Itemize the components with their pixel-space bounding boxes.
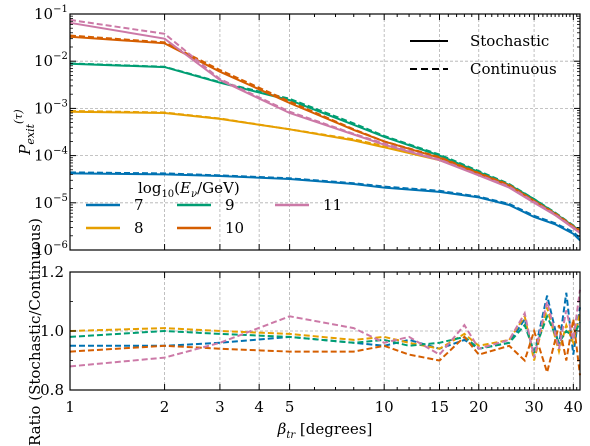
bottom-y-tick-label: 1.2	[40, 263, 64, 281]
series-7-continuous-line	[69, 171, 581, 239]
energy-legend-11: 11	[323, 196, 342, 214]
top-y-tick-label: 10−5	[34, 193, 68, 212]
bottom-y-tick-label: 1.0	[40, 322, 64, 340]
bottom-y-axis-label: Ratio (Stochastic/Continuous)	[26, 218, 44, 446]
series-9-continuous-line	[69, 62, 581, 231]
top-y-tick-label: 10−6	[34, 240, 68, 259]
top-panel: 10−610−510−410−310−210−1 Pexit(τ) Stocha…	[12, 4, 581, 259]
top-y-tick-label: 10−2	[34, 51, 68, 70]
top-y-tick-labels: 10−6 10−5 10−4 10−3 10−2 10−1	[34, 4, 68, 259]
energy-legend-10: 10	[225, 219, 244, 237]
bottom-x-tick-label: 40	[564, 398, 583, 416]
style-legend: Stochastic Continuous	[410, 32, 557, 78]
top-ticks	[69, 13, 581, 251]
bottom-y-tick-label: 0.8	[40, 381, 64, 399]
bottom-x-tick-label: 2	[160, 398, 170, 416]
bottom-x-tick-label: 20	[469, 398, 488, 416]
bottom-x-tick-labels: 1 2 3 4 5 10 15 20 30 40	[65, 398, 583, 416]
bottom-x-tick-label: 30	[525, 398, 544, 416]
bottom-x-tick-label: 15	[430, 398, 449, 416]
bottom-panel: 0.8 1.0 1.2 1 2 3 4 5 10 15 20 30 40 Ratio (Stochas…	[26, 218, 583, 446]
energy-legend-9: 9	[225, 196, 235, 214]
series-8-ratio-line	[69, 307, 581, 361]
bottom-x-tick-label: 10	[375, 398, 394, 416]
bottom-x-tick-label: 1	[65, 398, 75, 416]
legend-continuous: Continuous	[470, 60, 557, 78]
bottom-x-tick-label: 5	[285, 398, 295, 416]
x-axis-label: βtr [degrees]	[277, 420, 373, 441]
series-10-ratio-line	[69, 319, 581, 376]
bottom-ticks	[69, 271, 581, 391]
bottom-x-tick-label: 3	[215, 398, 225, 416]
energy-legend-8: 8	[134, 219, 144, 237]
bottom-series	[69, 289, 581, 376]
series-11-continuous-line	[69, 18, 581, 233]
top-y-tick-label: 10−1	[34, 4, 68, 23]
bottom-x-tick-label: 4	[254, 398, 264, 416]
energy-legend-7: 7	[134, 196, 144, 214]
top-y-tick-label: 10−4	[34, 146, 68, 165]
svg-text:Ratio (Stochastic/Continuous): Ratio (Stochastic/Continuous)	[26, 218, 44, 446]
series-10-continuous-line	[69, 34, 581, 232]
legend-stochastic: Stochastic	[470, 32, 549, 50]
series-9-ratio-line	[69, 313, 581, 355]
top-plot-frame	[69, 13, 581, 251]
top-series	[69, 18, 581, 242]
bottom-y-tick-labels: 0.8 1.0 1.2	[40, 263, 64, 399]
top-y-tick-label: 10−3	[34, 98, 68, 117]
